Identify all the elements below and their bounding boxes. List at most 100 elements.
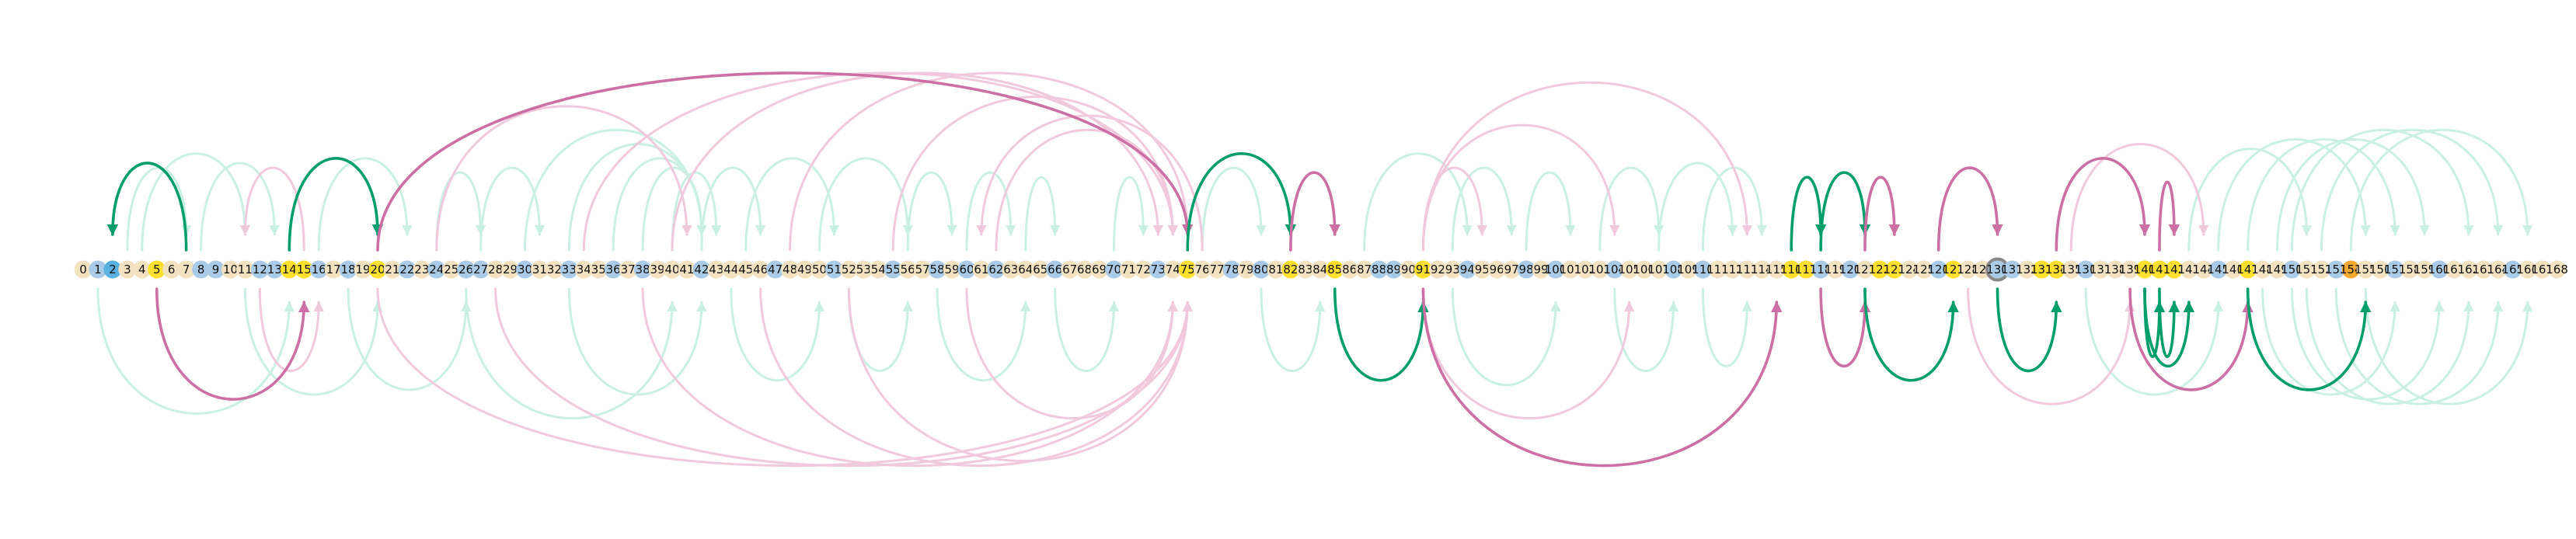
- token-node-168[interactable]: 168: [2546, 260, 2568, 279]
- token-node-142[interactable]: 142: [2163, 260, 2186, 279]
- token-node-34[interactable]: 34: [574, 260, 593, 279]
- token-node-95[interactable]: 95: [1473, 260, 1491, 279]
- token-node-157[interactable]: 157: [2384, 260, 2407, 279]
- token-node-137[interactable]: 137: [2090, 260, 2112, 279]
- token-node-74[interactable]: 74: [1163, 260, 1182, 279]
- token-node-77[interactable]: 77: [1208, 260, 1226, 279]
- token-node-121[interactable]: 121: [1854, 260, 1877, 279]
- token-node-91[interactable]: 91: [1413, 260, 1432, 279]
- token-node-42[interactable]: 42: [692, 260, 711, 279]
- token-node-84[interactable]: 84: [1311, 260, 1330, 279]
- token-node-60[interactable]: 60: [957, 260, 976, 279]
- token-node-132[interactable]: 132: [2016, 260, 2038, 279]
- token-node-48[interactable]: 48: [781, 260, 800, 279]
- token-node-68[interactable]: 68: [1075, 260, 1094, 279]
- token-node-37[interactable]: 37: [619, 260, 637, 279]
- token-node-161[interactable]: 161: [2443, 260, 2466, 279]
- token-node-78[interactable]: 78: [1222, 260, 1241, 279]
- token-node-20[interactable]: 20: [368, 260, 387, 279]
- token-node-124[interactable]: 124: [1898, 260, 1920, 279]
- token-node-152[interactable]: 152: [2310, 260, 2333, 279]
- token-node-115[interactable]: 115: [1766, 260, 1788, 279]
- token-node-62[interactable]: 62: [987, 260, 1006, 279]
- token-node-64[interactable]: 64: [1016, 260, 1035, 279]
- token-node-14[interactable]: 14: [280, 260, 298, 279]
- token-node-79[interactable]: 79: [1237, 260, 1256, 279]
- token-node-81[interactable]: 81: [1267, 260, 1285, 279]
- token-node-135[interactable]: 135: [2060, 260, 2083, 279]
- token-node-94[interactable]: 94: [1458, 260, 1476, 279]
- token-node-109[interactable]: 109: [1677, 260, 1699, 279]
- token-node-139[interactable]: 139: [2119, 260, 2142, 279]
- token-node-38[interactable]: 38: [633, 260, 652, 279]
- token-node-134[interactable]: 134: [2045, 260, 2068, 279]
- token-node-63[interactable]: 63: [1002, 260, 1020, 279]
- token-node-89[interactable]: 89: [1385, 260, 1403, 279]
- token-node-16[interactable]: 16: [309, 260, 328, 279]
- token-node-99[interactable]: 99: [1532, 260, 1550, 279]
- token-node-102[interactable]: 102: [1574, 260, 1597, 279]
- token-node-10[interactable]: 10: [221, 260, 239, 279]
- token-node-146[interactable]: 146: [2222, 260, 2244, 279]
- token-node-126[interactable]: 126: [1927, 260, 1950, 279]
- token-node-92[interactable]: 92: [1428, 260, 1447, 279]
- token-node-66[interactable]: 66: [1046, 260, 1065, 279]
- token-node-96[interactable]: 96: [1487, 260, 1506, 279]
- token-node-123[interactable]: 123: [1884, 260, 1906, 279]
- token-node-85[interactable]: 85: [1326, 260, 1344, 279]
- token-node-153[interactable]: 153: [2325, 260, 2348, 279]
- token-node-106[interactable]: 106: [1633, 260, 1655, 279]
- token-node-11[interactable]: 11: [235, 260, 254, 279]
- token-node-51[interactable]: 51: [824, 260, 843, 279]
- token-node-24[interactable]: 24: [427, 260, 446, 279]
- token-node-120[interactable]: 120: [1839, 260, 1862, 279]
- token-node-122[interactable]: 122: [1869, 260, 1891, 279]
- token-node-164[interactable]: 164: [2487, 260, 2509, 279]
- token-node-31[interactable]: 31: [530, 260, 549, 279]
- token-node-52[interactable]: 52: [839, 260, 858, 279]
- token-node-118[interactable]: 118: [1810, 260, 1832, 279]
- token-node-50[interactable]: 50: [810, 260, 828, 279]
- token-node-116[interactable]: 116: [1780, 260, 1803, 279]
- token-node-128[interactable]: 128: [1957, 260, 1979, 279]
- token-node-149[interactable]: 149: [2266, 260, 2288, 279]
- token-node-32[interactable]: 32: [545, 260, 563, 279]
- token-node-125[interactable]: 125: [1912, 260, 1935, 279]
- token-node-127[interactable]: 127: [1942, 260, 1964, 279]
- token-node-19[interactable]: 19: [354, 260, 372, 279]
- token-node-18[interactable]: 18: [339, 260, 357, 279]
- token-node-25[interactable]: 25: [442, 260, 461, 279]
- token-node-114[interactable]: 114: [1751, 260, 1773, 279]
- token-node-111[interactable]: 111: [1706, 260, 1729, 279]
- token-node-54[interactable]: 54: [869, 260, 887, 279]
- token-node-107[interactable]: 107: [1647, 260, 1670, 279]
- token-node-65[interactable]: 65: [1031, 260, 1050, 279]
- token-node-23[interactable]: 23: [413, 260, 431, 279]
- token-node-6[interactable]: 6: [162, 260, 181, 279]
- token-node-117[interactable]: 117: [1795, 260, 1818, 279]
- token-node-12[interactable]: 12: [250, 260, 269, 279]
- token-node-136[interactable]: 136: [2075, 260, 2097, 279]
- token-node-110[interactable]: 110: [1692, 260, 1714, 279]
- token-node-144[interactable]: 144: [2192, 260, 2215, 279]
- token-node-130[interactable]: 130: [1985, 257, 2010, 282]
- token-node-80[interactable]: 80: [1252, 260, 1271, 279]
- token-node-40[interactable]: 40: [663, 260, 681, 279]
- token-node-53[interactable]: 53: [854, 260, 873, 279]
- token-node-143[interactable]: 143: [2178, 260, 2201, 279]
- token-node-86[interactable]: 86: [1340, 260, 1359, 279]
- token-node-82[interactable]: 82: [1281, 260, 1300, 279]
- token-node-45[interactable]: 45: [737, 260, 755, 279]
- token-node-119[interactable]: 119: [1825, 260, 1847, 279]
- token-node-26[interactable]: 26: [457, 260, 476, 279]
- token-node-140[interactable]: 140: [2134, 260, 2156, 279]
- token-node-0[interactable]: 0: [74, 260, 92, 279]
- token-node-30[interactable]: 30: [516, 260, 534, 279]
- token-node-1[interactable]: 1: [89, 260, 107, 279]
- token-node-73[interactable]: 73: [1149, 260, 1167, 279]
- token-node-165[interactable]: 165: [2501, 260, 2524, 279]
- token-node-104[interactable]: 104: [1603, 260, 1626, 279]
- token-node-43[interactable]: 43: [707, 260, 726, 279]
- token-node-83[interactable]: 83: [1296, 260, 1315, 279]
- token-node-56[interactable]: 56: [898, 260, 917, 279]
